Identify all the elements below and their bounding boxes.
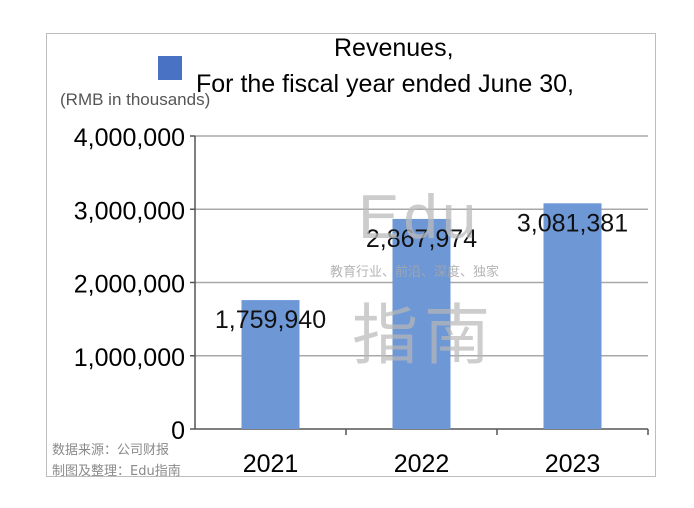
x-tick-label: 2021 — [243, 450, 299, 478]
y-tick-label: 3,000,000 — [74, 197, 185, 225]
chart-title-line-2: For the fiscal year ended June 30, — [196, 70, 575, 98]
footer-maker: 制图及整理：Edu指南 — [52, 464, 181, 479]
y-tick-label: 0 — [171, 417, 185, 445]
data-label-2022: 2,867,974 — [366, 225, 477, 253]
legend-swatch — [158, 56, 182, 80]
x-tick-label: 2022 — [394, 450, 450, 478]
bar-2023 — [543, 203, 602, 429]
data-label-2021: 1,759,940 — [215, 306, 326, 334]
bar-2022 — [392, 218, 451, 429]
data-label-2023: 3,081,381 — [517, 209, 628, 237]
bar-2021 — [241, 300, 300, 429]
unit-label: (RMB in thousands) — [60, 90, 211, 109]
footer-source: 数据来源：公司财报 — [52, 443, 170, 458]
y-tick-label: 1,000,000 — [74, 344, 185, 372]
chart-title-line-1: Revenues, — [334, 34, 454, 62]
y-tick-label: 2,000,000 — [74, 271, 185, 299]
y-tick-label: 4,000,000 — [74, 124, 185, 152]
x-tick-label: 2023 — [545, 450, 601, 478]
